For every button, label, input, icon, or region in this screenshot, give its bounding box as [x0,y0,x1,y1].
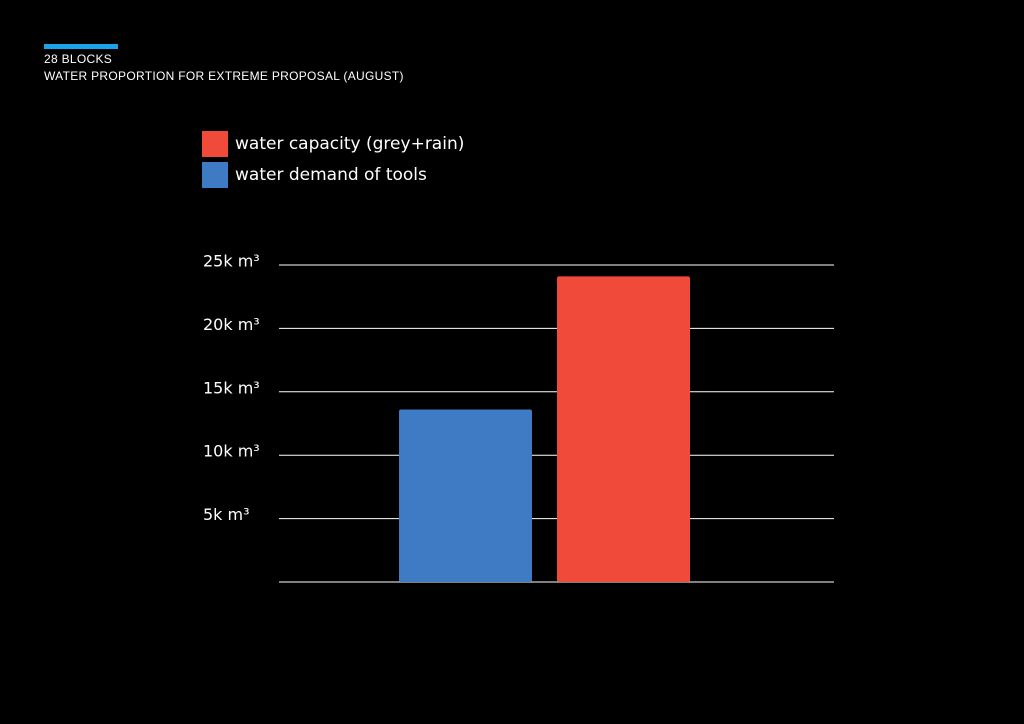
legend-swatch [202,162,228,188]
y-tick-label: 10k m³ [203,442,260,461]
legend-swatch [202,131,228,157]
chart-title: WATER PROPORTION FOR EXTREME PROPOSAL (A… [44,69,404,83]
legend-label: water demand of tools [235,165,427,185]
bar [557,276,690,582]
header-accent [44,44,118,49]
y-tick-label: 20k m³ [203,315,260,334]
bar [399,409,532,582]
y-tick-label: 5k m³ [203,505,250,524]
y-tick-label: 15k m³ [203,378,260,397]
chart-subtitle: 28 BLOCKS [44,52,112,66]
y-tick-label: 25k m³ [203,252,260,271]
legend-label: water capacity (grey+rain) [235,134,464,154]
